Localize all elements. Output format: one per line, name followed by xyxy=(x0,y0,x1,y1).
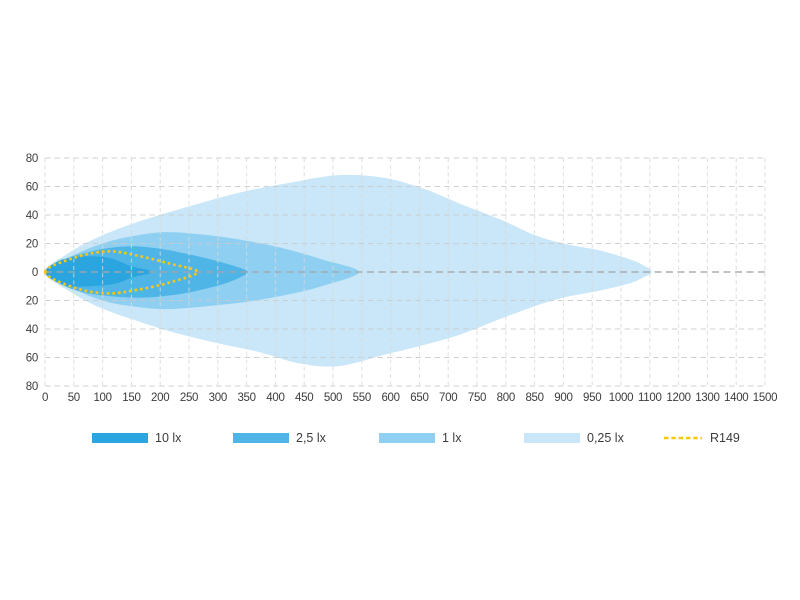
legend-label: R149 xyxy=(710,431,740,445)
x-tick-label: 50 xyxy=(68,392,80,404)
legend-label: 10 lx xyxy=(155,431,182,445)
x-tick-label: 700 xyxy=(439,392,457,404)
legend-swatch xyxy=(233,433,289,443)
x-tick-label: 500 xyxy=(324,392,342,404)
x-tick-label: 900 xyxy=(554,392,572,404)
y-tick-label: 40 xyxy=(26,210,38,222)
x-tick-label: 1500 xyxy=(753,392,777,404)
legend-item-025lx: 0,25 lx xyxy=(524,430,624,446)
x-tick-label: 100 xyxy=(93,392,111,404)
legend-swatch xyxy=(92,433,148,443)
x-tick-label: 1200 xyxy=(666,392,690,404)
y-tick-label: 0 xyxy=(32,267,38,279)
x-tick-label: 600 xyxy=(381,392,399,404)
legend-swatch xyxy=(379,433,435,443)
x-tick-label: 750 xyxy=(468,392,486,404)
x-tick-label: 300 xyxy=(209,392,227,404)
x-tick-label: 250 xyxy=(180,392,198,404)
x-tick-label: 0 xyxy=(42,392,48,404)
y-tick-label: 60 xyxy=(26,353,38,365)
x-tick-label: 200 xyxy=(151,392,169,404)
x-tick-label: 1000 xyxy=(609,392,633,404)
x-tick-label: 550 xyxy=(353,392,371,404)
legend-swatch xyxy=(524,433,580,443)
x-tick-label: 450 xyxy=(295,392,313,404)
legend-label: 0,25 lx xyxy=(587,431,624,445)
x-tick-label: 650 xyxy=(410,392,428,404)
axis-labels: 0 50 100 150 200 250 300 350 400 450 500 550 600 650 7… xyxy=(26,153,778,404)
legend: 10 lx 2,5 lx 1 lx 0,25 lx R149 xyxy=(0,430,800,448)
legend-item-10lx: 10 lx xyxy=(92,430,181,446)
x-tick-label: 1100 xyxy=(638,392,662,404)
x-tick-label: 850 xyxy=(525,392,543,404)
y-tick-label: 20 xyxy=(26,239,38,251)
legend-item-R149: R149 xyxy=(663,430,740,446)
y-tick-label: 60 xyxy=(26,182,38,194)
contour-10lx xyxy=(45,256,153,287)
x-tick-label: 1300 xyxy=(695,392,719,404)
y-tick-label: 20 xyxy=(26,296,38,308)
y-tick-label: 80 xyxy=(26,153,38,165)
gridlines xyxy=(44,157,766,387)
x-tick-label: 150 xyxy=(122,392,140,404)
x-tick-label: 350 xyxy=(237,392,255,404)
y-tick-label: 40 xyxy=(26,324,38,336)
x-tick-label: 400 xyxy=(266,392,284,404)
x-tick-label: 800 xyxy=(497,392,515,404)
x-tick-label: 1400 xyxy=(724,392,748,404)
legend-label: 2,5 lx xyxy=(296,431,326,445)
y-tick-label: 80 xyxy=(26,381,38,393)
legend-dashed-line-icon xyxy=(664,436,702,440)
legend-item-1lx: 1 lx xyxy=(379,430,461,446)
x-tick-label: 950 xyxy=(583,392,601,404)
legend-item-25lx: 2,5 lx xyxy=(233,430,326,446)
legend-label: 1 lx xyxy=(442,431,462,445)
